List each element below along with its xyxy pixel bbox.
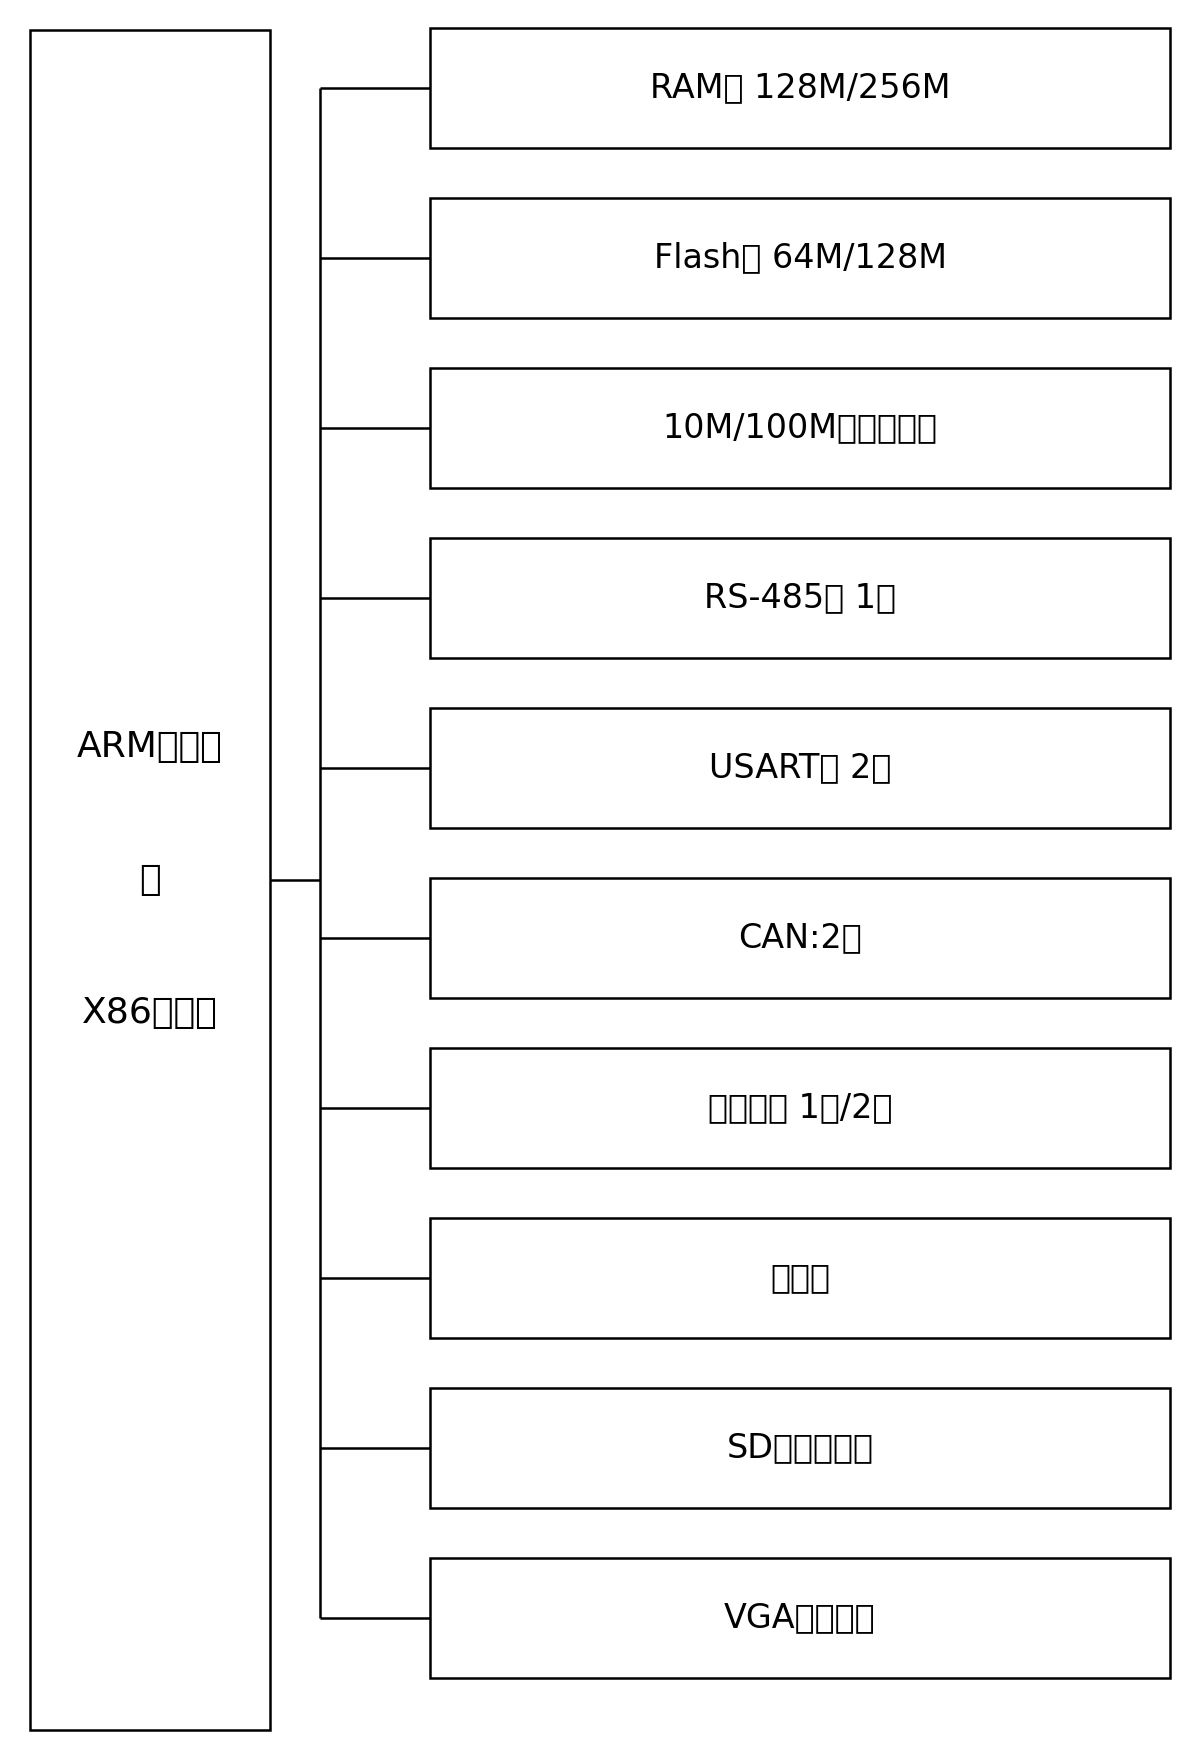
Bar [429, 1558, 1171, 1678]
Bar [30, 30, 269, 1729]
Bar [429, 1219, 1171, 1338]
Bar [429, 28, 1171, 148]
Text: CAN:2个: CAN:2个 [739, 921, 861, 954]
Text: ARM核心板

或

X86核心板: ARM核心板 或 X86核心板 [77, 731, 223, 1030]
Text: SD卡存储接口: SD卡存储接口 [727, 1432, 873, 1465]
Bar [429, 879, 1171, 998]
Bar [429, 708, 1171, 828]
Text: RAM： 128M/256M: RAM： 128M/256M [650, 72, 950, 104]
Bar [429, 1048, 1171, 1168]
Bar [429, 1388, 1171, 1507]
Bar [429, 197, 1171, 319]
Text: 10M/100M自适应网口: 10M/100M自适应网口 [663, 412, 937, 444]
Text: 以太网： 1个/2个: 以太网： 1个/2个 [707, 1092, 893, 1125]
Text: 看门狗: 看门狗 [770, 1261, 830, 1294]
Text: Flash： 64M/128M: Flash： 64M/128M [653, 241, 947, 275]
Text: RS-485： 1个: RS-485： 1个 [704, 581, 896, 615]
Bar [429, 539, 1171, 659]
Text: USART： 2个: USART： 2个 [709, 752, 891, 784]
Bar [429, 368, 1171, 488]
Text: VGA显示接口: VGA显示接口 [724, 1601, 876, 1634]
